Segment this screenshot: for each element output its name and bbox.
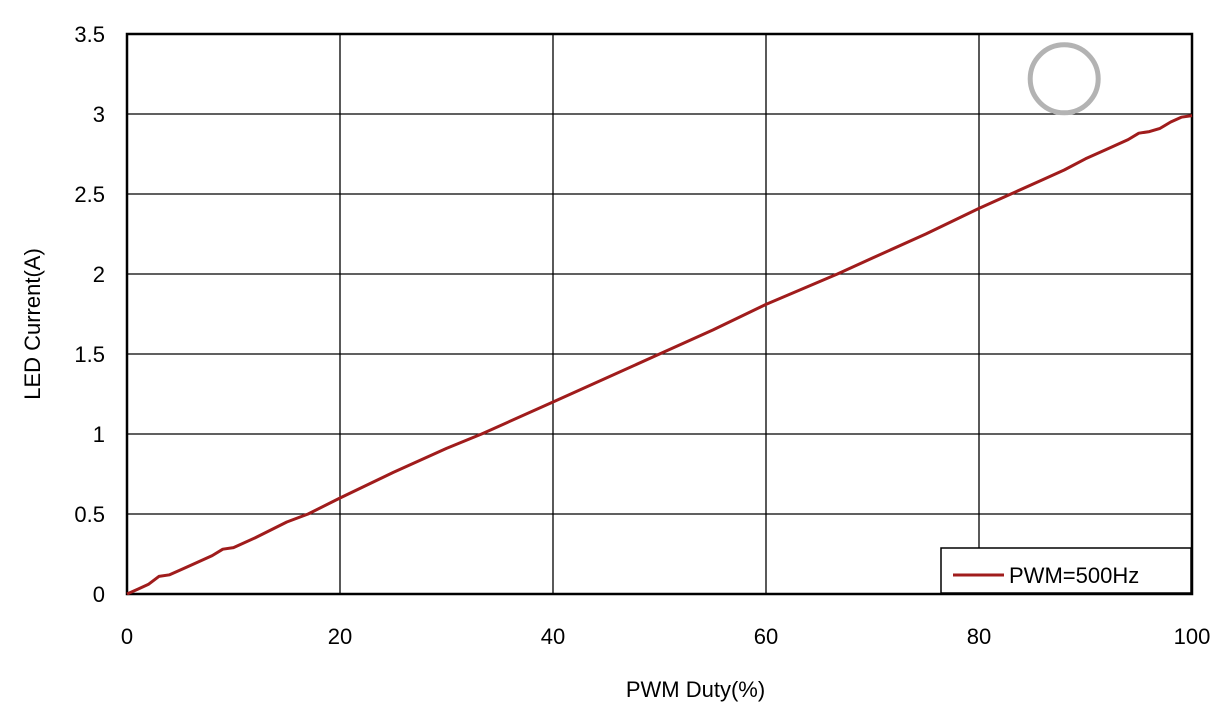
series-layer [126,114,1193,596]
x-tick-label: 60 [754,624,778,649]
x-tick-label: 0 [121,624,133,649]
y-axis-label: LED Current(A) [20,248,45,400]
y-tick-label: 2 [93,262,105,287]
x-tick-label: 80 [967,624,991,649]
y-tick-label: 3.5 [74,22,105,47]
plot-frame [125,32,1194,596]
y-tick-label: 1.5 [74,342,105,367]
legend-label-pwm-500hz: PWM=500Hz [1009,563,1139,588]
y-tick-labels: 0 0.5 1 1.5 2 2.5 3 3.5 [74,22,105,607]
legend-box [940,547,1192,594]
x-axis-label: PWM Duty(%) [626,677,765,702]
legend: PWM=500Hz [940,547,1192,594]
y-tick-label: 1 [93,422,105,447]
series-line-0 [126,114,1193,596]
y-tick-label: 3 [93,102,105,127]
y-tick-label: 2.5 [74,182,105,207]
x-tick-label: 100 [1174,624,1211,649]
x-tick-label: 40 [541,624,565,649]
x-tick-labels: 0 20 40 60 80 100 [121,624,1210,649]
grid-lines [127,34,1192,594]
y-tick-label: 0 [93,582,105,607]
y-tick-label: 0.5 [74,502,105,527]
x-tick-label: 20 [328,624,352,649]
annotation-circle [1027,42,1101,116]
